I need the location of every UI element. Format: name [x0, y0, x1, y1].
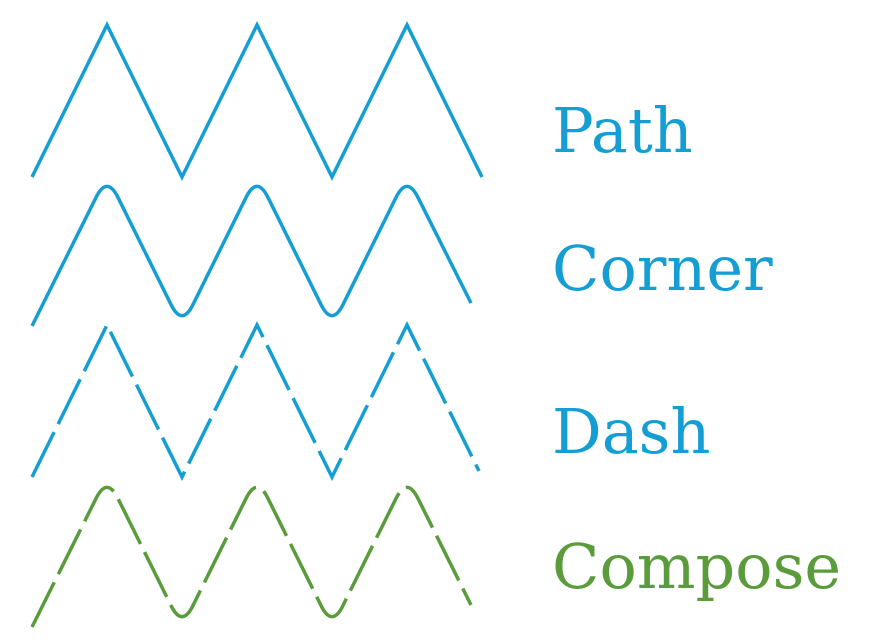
row-path: Path: [30, 21, 693, 181]
path-zigzag-dashed: [30, 321, 481, 481]
row-compose: Compose: [30, 485, 841, 628]
label-dash: Dash: [552, 395, 710, 468]
path-zigzag-composed: [30, 485, 473, 628]
row-corner: Corner: [30, 184, 773, 327]
label-corner: Corner: [552, 232, 773, 305]
label-compose: Compose: [552, 530, 841, 603]
path-zigzag-sharp: [30, 21, 484, 181]
path-zigzag-rounded: [30, 184, 473, 327]
row-dash: Dash: [30, 321, 710, 481]
label-path: Path: [552, 94, 693, 167]
